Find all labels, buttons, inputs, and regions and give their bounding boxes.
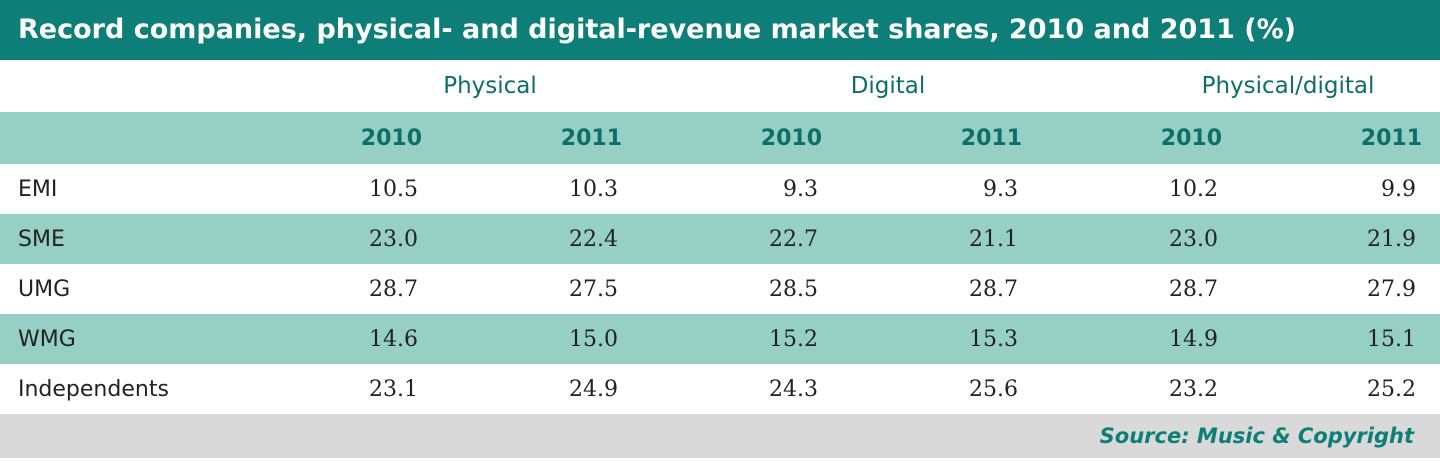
- table-cell: 10.2: [1169, 176, 1218, 202]
- table-row-sme: SME 23.0 22.4 22.7 21.1 23.0 21.9: [0, 214, 1440, 264]
- table-cell: 9.3: [783, 176, 818, 202]
- row-label: UMG: [18, 276, 71, 302]
- table-cell: 15.3: [969, 326, 1018, 352]
- table-cell: 9.9: [1381, 176, 1416, 202]
- table-cell: 22.4: [569, 226, 618, 252]
- chart-title: Record companies, physical- and digital-…: [0, 0, 1440, 60]
- row-label: Independents: [18, 376, 169, 402]
- year-header: 2010: [1160, 125, 1222, 151]
- row-label: WMG: [18, 326, 76, 352]
- table-cell: 23.1: [369, 376, 418, 402]
- year-header: 2010: [360, 125, 422, 151]
- source-note: Source: Music & Copyright: [1099, 424, 1414, 448]
- table-cell: 23.2: [1169, 376, 1218, 402]
- source-row: Source: Music & Copyright: [0, 414, 1440, 458]
- table-cell: 15.2: [769, 326, 818, 352]
- table-cell: 23.0: [1169, 226, 1218, 252]
- row-label: EMI: [18, 176, 58, 202]
- table-cell: 23.0: [369, 226, 418, 252]
- table-row-umg: UMG 28.7 27.5 28.5 28.7 28.7 27.9: [0, 264, 1440, 314]
- table-cell: 24.3: [769, 376, 818, 402]
- table-cell: 28.5: [769, 276, 818, 302]
- market-share-table: Physical Digital Physical/digital 2010 2…: [0, 60, 1440, 458]
- table-row-independents: Independents 23.1 24.9 24.3 25.6 23.2 25…: [0, 364, 1440, 414]
- group-header-physical-digital: Physical/digital: [1201, 73, 1375, 99]
- group-header-physical: Physical: [443, 73, 537, 99]
- table-cell: 22.7: [769, 226, 818, 252]
- table-cell: 10.3: [569, 176, 618, 202]
- table-cell: 25.2: [1367, 376, 1416, 402]
- table-cell: 9.3: [983, 176, 1018, 202]
- year-header: 2011: [960, 125, 1022, 151]
- table-row-emi: EMI 10.5 10.3 9.3 9.3 10.2 9.9: [0, 164, 1440, 214]
- table-cell: 21.9: [1367, 226, 1416, 252]
- table-cell: 10.5: [369, 176, 418, 202]
- year-header-row: 2010 2011 2010 2011 2010 2011: [0, 112, 1440, 164]
- year-header: 2011: [560, 125, 622, 151]
- table-row-wmg: WMG 14.6 15.0 15.2 15.3 14.9 15.1: [0, 314, 1440, 364]
- table-cell: 25.6: [969, 376, 1018, 402]
- row-label: SME: [18, 226, 65, 252]
- table-cell: 21.1: [969, 226, 1018, 252]
- table-cell: 24.9: [569, 376, 618, 402]
- table-cell: 27.5: [569, 276, 618, 302]
- table-cell: 28.7: [1169, 276, 1218, 302]
- table-cell: 14.9: [1169, 326, 1218, 352]
- group-header-digital: Digital: [850, 73, 926, 99]
- table-cell: 28.7: [369, 276, 418, 302]
- table-cell: 27.9: [1367, 276, 1416, 302]
- table-cell: 14.6: [369, 326, 418, 352]
- group-header-row: Physical Digital Physical/digital: [0, 60, 1440, 112]
- table-cell: 28.7: [969, 276, 1018, 302]
- year-header: 2011: [1360, 125, 1422, 151]
- year-header: 2010: [760, 125, 822, 151]
- table-cell: 15.1: [1367, 326, 1416, 352]
- table-cell: 15.0: [569, 326, 618, 352]
